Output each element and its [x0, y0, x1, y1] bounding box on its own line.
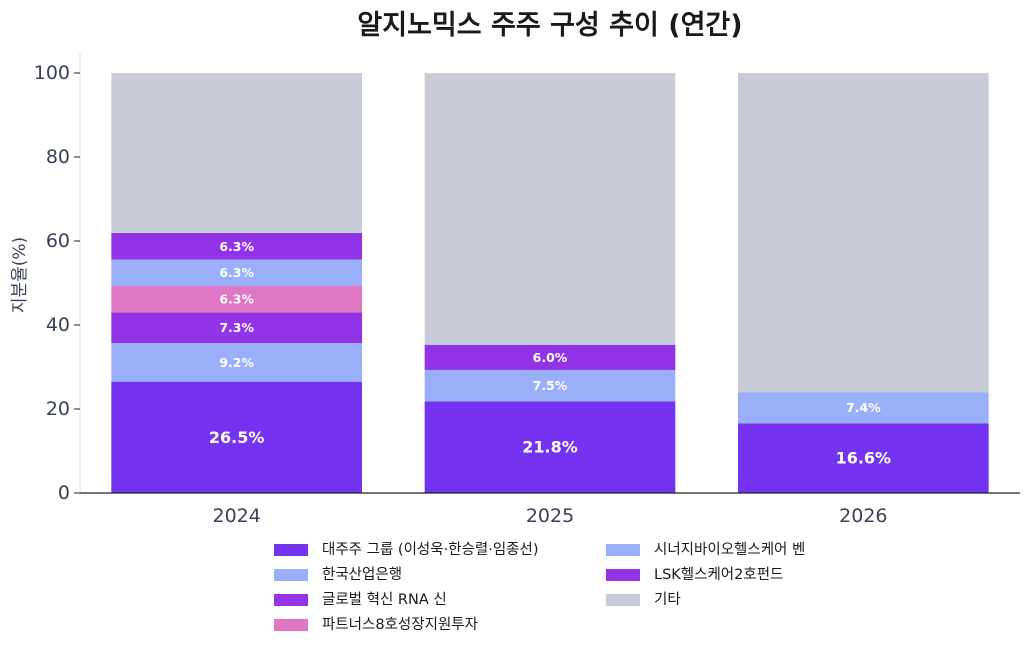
bar-segment	[424, 344, 676, 370]
bar-segment	[111, 285, 362, 313]
data-label: 6.0%	[533, 350, 568, 365]
bar-segment	[424, 369, 676, 402]
legend-label: 기타	[654, 591, 681, 608]
chart-title: 알지노믹스 주주 구성 추이 (연간)	[357, 10, 742, 41]
data-label: 7.4%	[846, 400, 881, 415]
legend-swatch	[606, 569, 640, 581]
y-tick-label: 20	[46, 398, 70, 420]
data-label: 7.5%	[533, 378, 568, 393]
legend-swatch	[606, 544, 640, 556]
legend-label: 글로벌 혁신 RNA 신	[322, 591, 447, 608]
bar-segment	[111, 312, 362, 344]
y-tick-label: 100	[34, 62, 70, 84]
legend-label: 파트너스8호성장지원투자	[322, 616, 478, 633]
bars-layer: 26.5% 9.2% 7.3% 6.3% 6.3% 6.3% 21.8% 7.5% 6.0% 16…	[111, 73, 989, 493]
data-label: 6.3%	[219, 265, 254, 280]
data-label: 26.5%	[209, 428, 265, 447]
bar-segment	[424, 401, 676, 493]
legend-swatch	[274, 619, 308, 631]
data-label: 6.3%	[219, 239, 254, 254]
x-tick-label: 2026	[839, 505, 887, 527]
bar-segment	[738, 392, 989, 424]
data-label: 9.2%	[219, 355, 254, 370]
legend-swatch	[274, 569, 308, 581]
data-label: 16.6%	[836, 449, 892, 468]
y-axis-label: 지분율(%)	[10, 237, 30, 313]
axes-layer: 2024 2025 2026 0 20 40 60 80 100	[34, 52, 1020, 527]
bar-segment	[111, 233, 362, 260]
data-label: 6.3%	[219, 292, 254, 307]
y-tick-label: 40	[46, 314, 70, 336]
y-tick-label: 60	[46, 230, 70, 252]
x-tick-label: 2025	[526, 505, 574, 527]
legend-label: 한국산업은행	[322, 566, 402, 583]
bar-segment	[111, 381, 362, 493]
bar-segment	[111, 343, 362, 382]
legend-swatch	[274, 594, 308, 606]
legend-label: 대주주 그룹 (이성욱·한승렬·임종선)	[322, 541, 539, 558]
legend-swatch	[274, 544, 308, 556]
bar-segment	[111, 259, 362, 286]
legend-label: LSK헬스케어2호펀드	[654, 566, 783, 583]
data-label: 21.8%	[522, 438, 578, 457]
y-tick-label: 0	[58, 482, 70, 504]
legend-label: 시너지바이오헬스케어 벤	[654, 541, 805, 558]
bar-segment	[738, 73, 989, 393]
legend-swatch	[606, 594, 640, 606]
y-tick-label: 80	[46, 146, 70, 168]
y-axis-label-group: 지분율(%)	[10, 237, 30, 313]
bar-segment	[738, 423, 989, 493]
bar-segment	[111, 73, 362, 234]
x-tick-label: 2024	[212, 505, 260, 527]
bar-segment	[424, 73, 676, 345]
data-label: 7.3%	[219, 320, 254, 335]
